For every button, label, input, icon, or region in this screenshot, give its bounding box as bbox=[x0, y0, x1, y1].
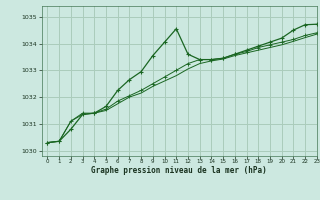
X-axis label: Graphe pression niveau de la mer (hPa): Graphe pression niveau de la mer (hPa) bbox=[91, 166, 267, 175]
